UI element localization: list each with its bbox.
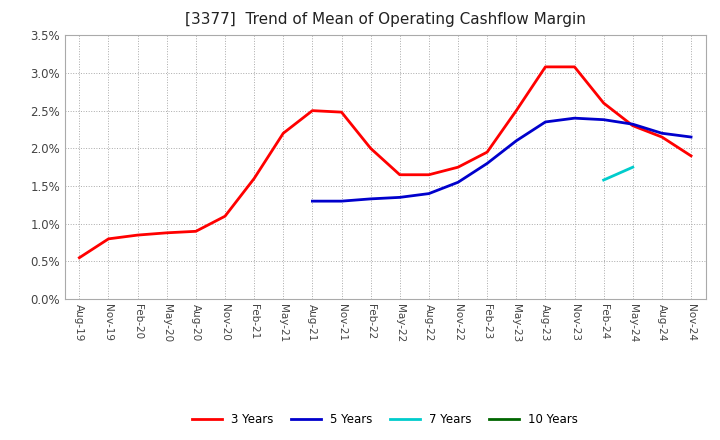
Title: [3377]  Trend of Mean of Operating Cashflow Margin: [3377] Trend of Mean of Operating Cashfl… — [185, 12, 585, 27]
Legend: 3 Years, 5 Years, 7 Years, 10 Years: 3 Years, 5 Years, 7 Years, 10 Years — [187, 408, 583, 431]
